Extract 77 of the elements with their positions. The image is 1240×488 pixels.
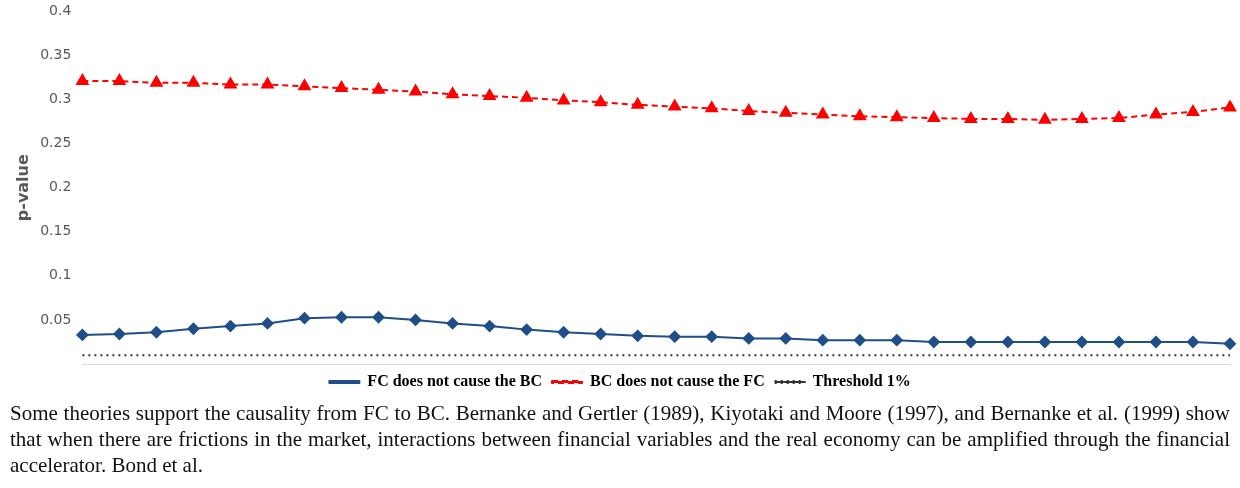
point <box>816 334 829 347</box>
point <box>779 105 792 117</box>
point <box>335 311 348 324</box>
point <box>187 75 200 87</box>
point <box>187 322 200 335</box>
point <box>372 311 385 324</box>
y-tick-label: 0.15 <box>40 222 72 239</box>
point <box>224 320 237 333</box>
point <box>261 77 274 89</box>
point <box>890 334 903 347</box>
point <box>1112 111 1126 123</box>
point <box>113 74 126 86</box>
legend-label: BC does not cause the FC <box>590 372 765 390</box>
point <box>261 317 274 330</box>
point <box>446 317 459 330</box>
point <box>631 329 644 342</box>
point <box>705 101 718 113</box>
text: Some theories support the causality from FC to BC. Bernanke and Gertler (1989), Kiyotaki and Moore (1997), and Bernanke et al. (1999) show that when there are frictions in the market, interactions between financial variables and the real economy can be amplified through the financial accelerator. Bond et al. <box>10 400 1230 478</box>
y-axis-title: p-value <box>12 154 32 222</box>
point <box>964 111 978 123</box>
point <box>705 330 718 343</box>
point <box>76 328 89 341</box>
point <box>409 84 422 96</box>
point <box>890 110 904 122</box>
point <box>1001 335 1014 348</box>
y-tick-label: 0.2 <box>49 178 72 195</box>
point <box>1001 111 1015 123</box>
point <box>742 332 755 345</box>
y-tick-label: 0.1 <box>49 266 72 283</box>
point <box>1112 335 1125 348</box>
point <box>1186 335 1199 348</box>
point <box>1186 104 1200 116</box>
point <box>224 77 237 89</box>
point <box>1038 112 1052 124</box>
point <box>483 320 496 333</box>
y-tick-label: 0.4 <box>49 2 72 19</box>
point <box>520 323 533 336</box>
point <box>298 79 311 91</box>
point <box>298 312 311 325</box>
point <box>594 95 607 107</box>
point <box>372 82 385 94</box>
y-tick-label: 0.3 <box>49 90 72 107</box>
point <box>150 75 163 87</box>
point <box>631 97 644 109</box>
y-tick-label: 0.05 <box>40 310 72 327</box>
point <box>742 104 755 116</box>
point <box>409 313 422 326</box>
point <box>816 107 829 119</box>
legend-label: Threshold 1% <box>812 372 911 390</box>
point <box>779 332 792 345</box>
point <box>927 111 941 123</box>
point <box>446 87 459 99</box>
point <box>520 90 533 102</box>
point <box>594 328 607 341</box>
point <box>1223 100 1237 112</box>
point <box>1224 337 1236 350</box>
point <box>668 330 681 343</box>
point <box>927 335 940 348</box>
point <box>557 93 570 105</box>
point <box>1038 335 1051 348</box>
point <box>76 74 89 86</box>
point <box>483 89 496 101</box>
point <box>1075 335 1088 348</box>
point <box>964 335 977 348</box>
point <box>853 334 866 347</box>
y-tick-label: 0.35 <box>40 46 72 63</box>
point <box>668 99 681 111</box>
point <box>1149 335 1162 348</box>
y-tick-label: 0.25 <box>40 134 72 151</box>
point <box>1075 111 1089 123</box>
point <box>150 326 163 339</box>
point <box>557 326 570 339</box>
point <box>1149 107 1163 119</box>
point <box>113 328 126 341</box>
legend-label: FC does not cause the BC <box>367 372 543 390</box>
point <box>335 81 348 93</box>
point <box>853 109 866 121</box>
